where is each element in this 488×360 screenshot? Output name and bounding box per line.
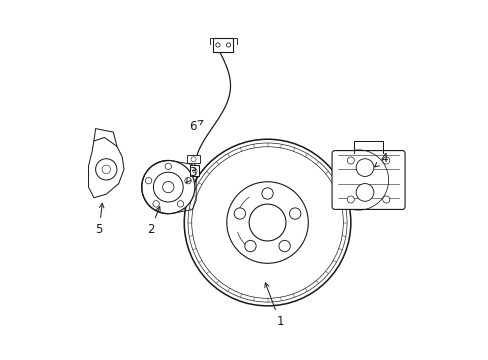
Bar: [213, 38, 232, 52]
Circle shape: [382, 196, 389, 203]
Circle shape: [184, 177, 191, 184]
Circle shape: [278, 240, 290, 252]
Circle shape: [382, 157, 389, 164]
FancyBboxPatch shape: [331, 150, 404, 210]
Circle shape: [145, 177, 151, 184]
Bar: [190, 165, 199, 176]
Circle shape: [153, 201, 159, 207]
Circle shape: [244, 240, 256, 252]
Circle shape: [289, 208, 300, 219]
Circle shape: [153, 172, 183, 202]
Text: 5: 5: [95, 203, 104, 236]
Circle shape: [355, 159, 373, 176]
Circle shape: [142, 161, 195, 214]
Circle shape: [355, 184, 373, 201]
Text: 2: 2: [146, 207, 160, 236]
Polygon shape: [88, 138, 124, 198]
Text: 3: 3: [186, 166, 196, 183]
Circle shape: [226, 43, 230, 47]
Circle shape: [177, 201, 183, 207]
Text: 1: 1: [264, 283, 283, 328]
Bar: [186, 156, 200, 163]
Text: 4: 4: [374, 152, 387, 167]
Circle shape: [346, 157, 354, 164]
Circle shape: [346, 196, 354, 203]
Circle shape: [262, 188, 273, 199]
Circle shape: [165, 163, 171, 170]
Circle shape: [96, 159, 117, 180]
Circle shape: [234, 208, 245, 219]
Circle shape: [215, 43, 220, 47]
Text: 6: 6: [189, 120, 203, 133]
